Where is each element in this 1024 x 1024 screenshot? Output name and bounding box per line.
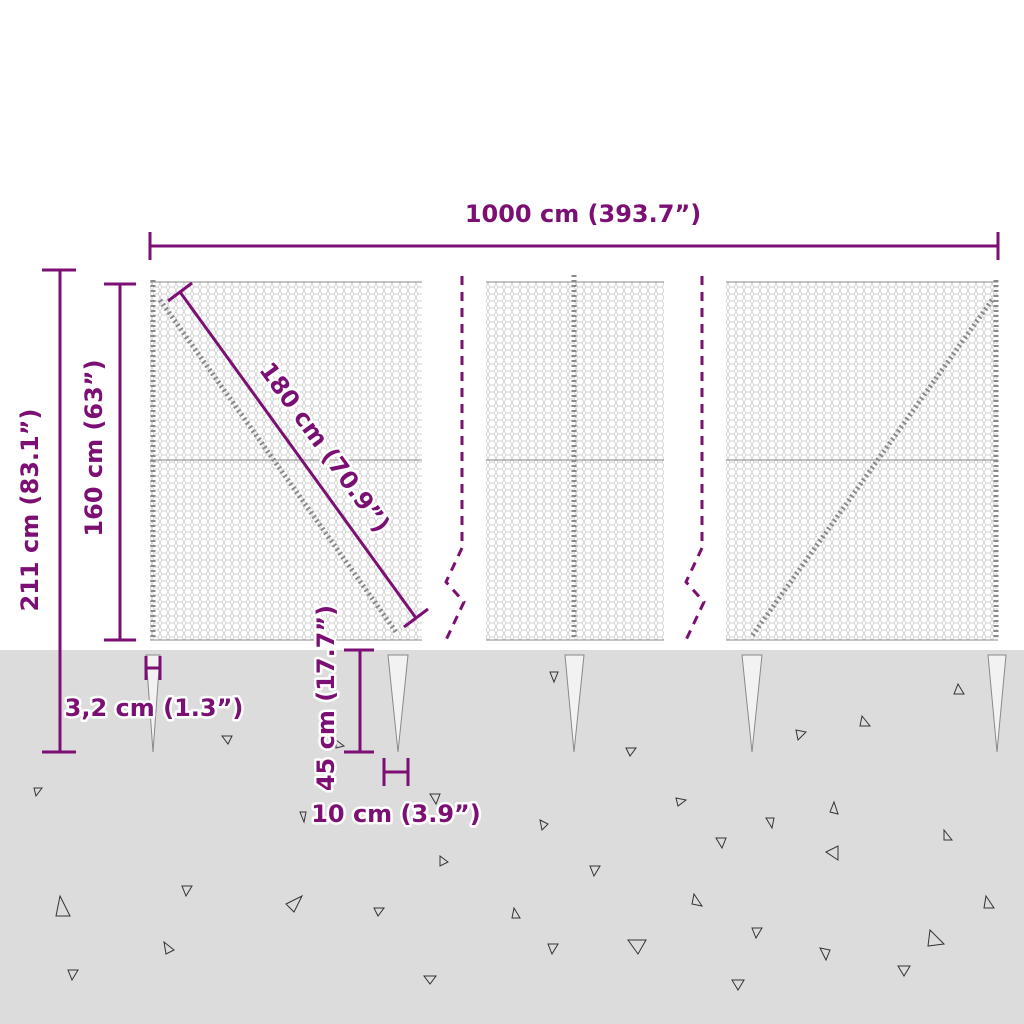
spike-3 (564, 654, 585, 753)
break-line-left (444, 276, 466, 641)
spike-2 (387, 654, 409, 753)
mesh-panel-left (150, 282, 422, 640)
gravel (33, 671, 995, 991)
spike-1 (145, 654, 161, 753)
brace-and-posts (150, 275, 999, 640)
mesh-panel-right (726, 282, 998, 640)
spike-5 (987, 654, 1007, 753)
spike-4 (741, 654, 763, 753)
total-length-label: 1000 cm (393.7”) (465, 200, 701, 228)
spike-width-label: 10 cm (3.9”) (311, 800, 481, 828)
post-diameter-label: 3,2 cm (1.3”) (65, 694, 244, 722)
ground (0, 650, 1024, 1024)
total-height-label: 211 cm (83.1”) (16, 409, 44, 612)
fence-height-label: 160 cm (63”) (80, 359, 108, 536)
dimension-lines (42, 232, 1000, 786)
spike-depth-label: 45 cm (17.7”) (312, 605, 340, 791)
break-line-right (684, 276, 706, 641)
fence-panels (150, 275, 999, 641)
ground-spikes (145, 654, 1007, 753)
